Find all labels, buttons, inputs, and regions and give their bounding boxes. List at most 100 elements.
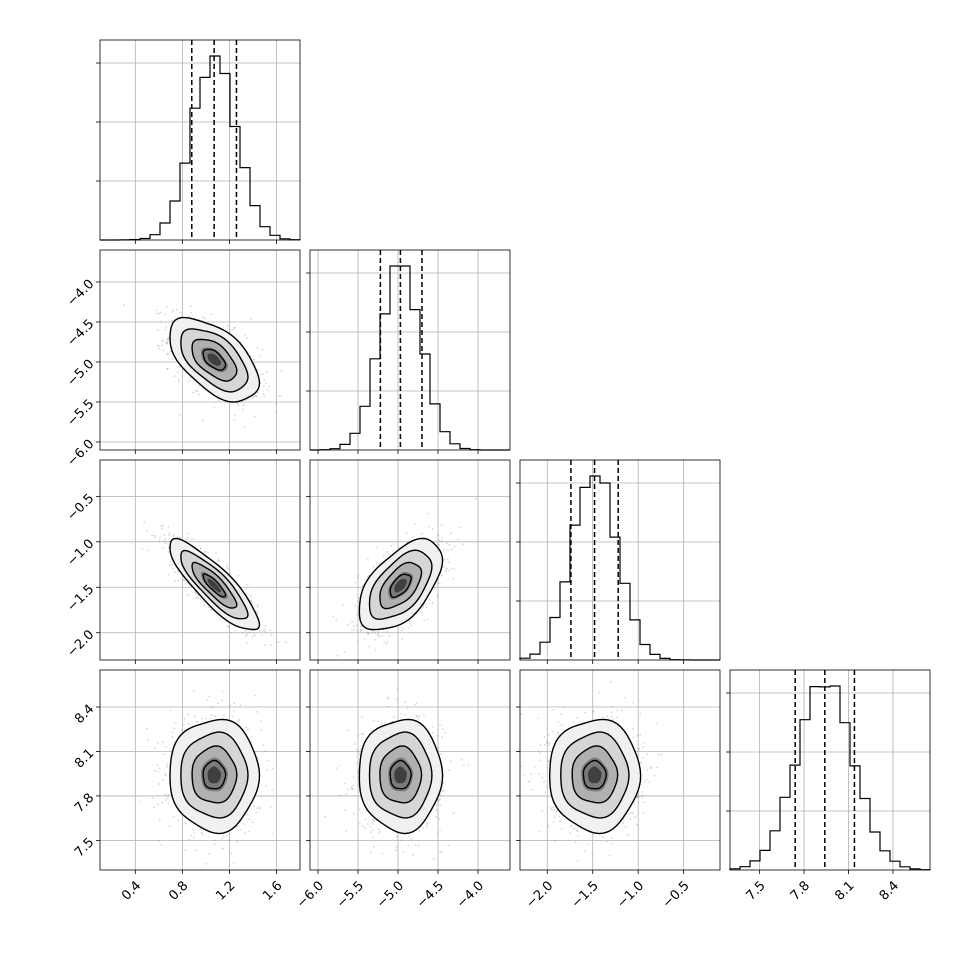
scatter-point xyxy=(372,829,374,832)
scatter-point xyxy=(377,634,380,636)
scatter-point xyxy=(361,585,364,587)
scatter-point xyxy=(649,767,652,770)
scatter-point xyxy=(243,333,246,336)
scatter-point xyxy=(167,352,169,355)
scatter-point xyxy=(167,525,170,528)
scatter-point xyxy=(554,739,557,741)
scatter-point xyxy=(354,581,357,584)
scatter-point xyxy=(372,820,375,823)
scatter-point xyxy=(462,764,465,766)
scatter-point xyxy=(197,594,200,597)
scatter-point xyxy=(357,576,360,579)
scatter-point xyxy=(195,593,197,596)
scatter-point xyxy=(169,709,172,711)
scatter-point xyxy=(357,574,360,577)
scatter-inner-3-2 xyxy=(520,670,720,870)
scatter-point xyxy=(574,841,577,844)
scatter-point xyxy=(260,373,262,376)
scatter-point xyxy=(378,636,381,638)
scatter-point xyxy=(263,628,266,630)
scatter-point xyxy=(358,822,361,825)
scatter-point xyxy=(438,818,441,820)
scatter-point xyxy=(251,821,254,824)
scatter-point xyxy=(237,402,239,405)
scatter-point xyxy=(548,742,551,744)
scatter-point xyxy=(447,570,450,572)
scatter-point xyxy=(641,795,644,798)
scatter-point xyxy=(435,809,438,812)
scatter-point xyxy=(248,631,251,634)
scatter-point xyxy=(265,371,268,373)
scatter-point xyxy=(165,328,167,331)
scatter-point xyxy=(429,598,431,601)
scatter-point xyxy=(187,713,190,716)
scatter-point xyxy=(178,378,180,381)
scatter-point xyxy=(386,640,389,643)
scatter-point xyxy=(374,649,377,651)
scatter-point xyxy=(244,726,247,729)
scatter-point xyxy=(353,743,356,745)
scatter-point xyxy=(351,784,354,787)
hist-grid-1 xyxy=(310,250,510,450)
scatter-point xyxy=(577,835,579,838)
scatter-point xyxy=(219,617,222,620)
scatter-point xyxy=(253,415,256,418)
scatter-point xyxy=(378,830,381,833)
scatter-point xyxy=(385,643,388,645)
scatter-point xyxy=(187,723,190,725)
scatter-point xyxy=(396,698,399,700)
scatter-point xyxy=(123,304,125,307)
scatter-point xyxy=(256,610,258,612)
scatter-point xyxy=(369,831,372,834)
contour-2-0-3 xyxy=(169,537,261,631)
scatter-point xyxy=(192,828,195,831)
scatter-point xyxy=(406,707,409,710)
scatter-point xyxy=(237,404,240,407)
scatter-point xyxy=(386,696,389,699)
scatter-point xyxy=(255,395,257,397)
scatter-point xyxy=(591,853,594,855)
scatter-point xyxy=(447,769,450,771)
scatter-point xyxy=(222,835,225,838)
scatter-inner-3-0 xyxy=(100,670,300,873)
scatter-point xyxy=(432,857,435,860)
scatter-point xyxy=(432,726,434,728)
scatter-point xyxy=(247,728,250,731)
scatter-point xyxy=(209,717,212,720)
scatter-point xyxy=(159,536,161,539)
scatter-point xyxy=(234,326,236,329)
scatter-point xyxy=(364,827,366,830)
scatter-point xyxy=(245,642,248,644)
contour-1-0-1 xyxy=(191,338,238,382)
scatter-point xyxy=(347,788,349,791)
scatter-point xyxy=(250,871,252,873)
scatter-point xyxy=(422,606,425,608)
scatter-point xyxy=(364,818,367,821)
scatter-point xyxy=(199,548,202,550)
scatter-point xyxy=(264,644,267,646)
scatter-point xyxy=(229,329,232,332)
scatter-point xyxy=(233,327,236,329)
scatter-point xyxy=(386,551,389,553)
scatter-point xyxy=(163,534,166,536)
scatter-point xyxy=(386,705,389,708)
scatter-point xyxy=(214,839,216,842)
scatter-point xyxy=(256,807,259,809)
scatter-point xyxy=(248,818,251,820)
scatter-point xyxy=(158,839,161,842)
scatter-point xyxy=(176,308,179,311)
scatter-point xyxy=(248,830,250,833)
scatter-point xyxy=(410,838,413,840)
scatter-point xyxy=(190,311,192,314)
scatter-point xyxy=(153,769,156,772)
scatter-point xyxy=(533,766,536,768)
scatter-point xyxy=(160,843,162,846)
scatter-point xyxy=(367,558,369,561)
scatter-point xyxy=(369,825,372,828)
contour-2-1-1 xyxy=(379,561,423,610)
scatter-point xyxy=(259,720,262,722)
scatter-point xyxy=(164,538,167,541)
scatter-point xyxy=(176,371,179,373)
scatter-point xyxy=(228,626,231,628)
scatter-point xyxy=(377,630,380,633)
